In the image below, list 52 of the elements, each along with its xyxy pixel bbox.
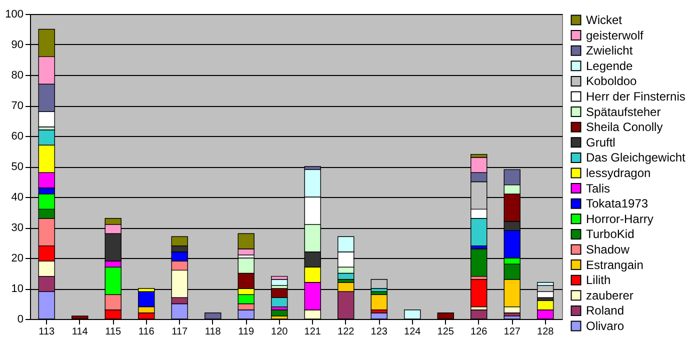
legend-label: Zwielicht — [586, 44, 634, 58]
x-tick-label: 126 — [470, 326, 488, 338]
legend-label: Legende — [586, 58, 634, 73]
legend-label: Gruftl — [586, 135, 616, 150]
legend-label: Tokata1973 — [586, 196, 648, 211]
y-tick-label: 40 — [11, 192, 24, 204]
legend-label: TurboKid — [586, 227, 634, 242]
x-tick-label: 122 — [338, 326, 355, 338]
x-tick-label: 119 — [238, 326, 255, 338]
legend-label: Horror-Harry — [586, 212, 654, 226]
x-tick-label: 115 — [105, 326, 122, 338]
y-tick-label: 90 — [11, 39, 24, 51]
x-tick-label: 123 — [370, 326, 388, 338]
x-tick-label: 127 — [504, 326, 521, 338]
legend-label: Estrangain — [586, 258, 644, 272]
legend-label: Roland — [586, 304, 624, 318]
bar — [370, 279, 388, 289]
x-tick-label: 121 — [304, 326, 322, 338]
legend-label: Herr der Finsternis — [586, 90, 686, 104]
legend-label: Lilith — [586, 273, 611, 288]
x-tick-label: 128 — [537, 326, 554, 338]
bar — [271, 310, 288, 316]
legend-label: Das Gleichgewicht — [586, 150, 686, 165]
y-tick-label: 70 — [11, 100, 24, 112]
y-tick-label: 30 — [11, 222, 24, 234]
legend-label: Spätaufsteher — [586, 104, 661, 119]
legend-label: lessydragon — [586, 166, 651, 180]
x-tick-label: 118 — [204, 326, 222, 338]
x-tick-label: 125 — [437, 326, 454, 338]
x-tick-label: 117 — [172, 326, 188, 338]
bar — [271, 279, 288, 286]
legend-label: zauberer — [586, 288, 634, 302]
legend-label: Shadow — [586, 242, 630, 256]
legend-label: Wicket — [586, 13, 623, 27]
x-tick-label: 114 — [72, 326, 88, 338]
y-tick-label: 10 — [11, 283, 24, 295]
bar — [370, 294, 388, 310]
x-tick-label: 124 — [404, 326, 422, 338]
legend-label: Sheila Conolly — [586, 120, 663, 134]
y-tick-label: 0 — [17, 314, 24, 326]
x-tick-label: 120 — [271, 326, 288, 338]
legend-label: Olivaro — [586, 319, 624, 333]
x-tick-label: 116 — [138, 326, 155, 338]
x-tick-label: 113 — [38, 326, 56, 338]
y-tick-label: 60 — [11, 130, 24, 142]
y-tick-label: 50 — [11, 161, 24, 173]
legend-label: Koboldoo — [586, 74, 638, 88]
legend-label: geisterwolf — [586, 28, 644, 42]
y-tick-label: 20 — [11, 252, 24, 264]
y-tick-label: 80 — [11, 70, 24, 82]
legend-label: Talis — [586, 181, 610, 196]
y-tick-label: 100 — [5, 8, 24, 20]
